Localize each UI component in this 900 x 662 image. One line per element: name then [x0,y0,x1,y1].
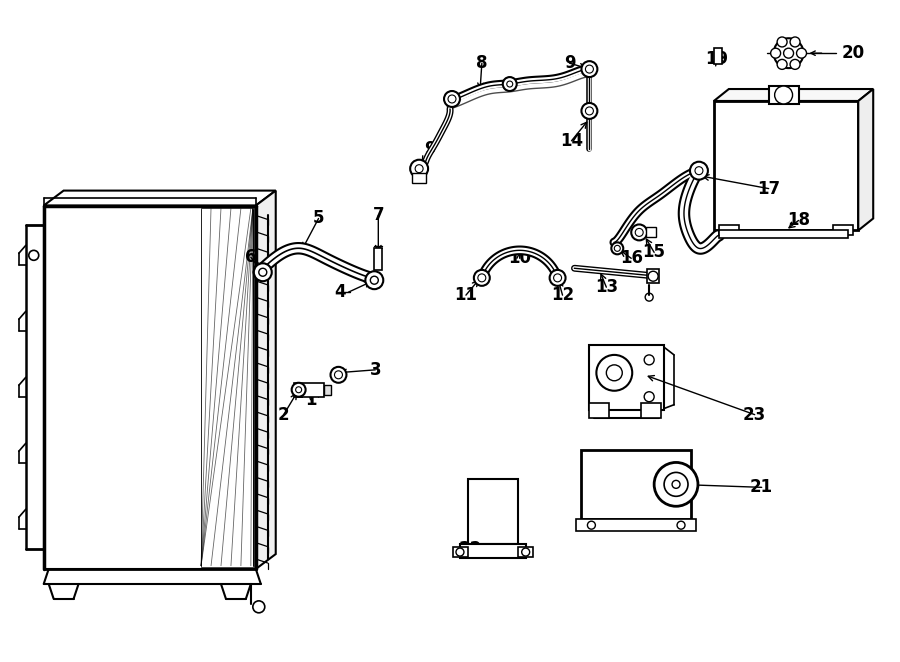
Text: 22: 22 [458,540,482,558]
Text: 19: 19 [706,50,728,68]
Circle shape [611,242,624,254]
Bar [577,519,696,531]
Circle shape [770,48,780,58]
Text: 8: 8 [476,54,488,72]
Circle shape [292,383,306,397]
Circle shape [410,160,428,177]
Text: 9: 9 [424,140,436,158]
Bar [468,479,518,544]
Text: 20: 20 [842,44,865,62]
Bar [293,383,323,397]
Polygon shape [44,191,275,205]
Circle shape [631,224,647,240]
Text: 1: 1 [305,391,316,408]
Bar [833,226,853,236]
Text: 6: 6 [245,248,256,266]
Bar [201,207,254,567]
Circle shape [365,271,383,289]
Circle shape [335,371,343,379]
Circle shape [296,387,302,393]
Text: 11: 11 [454,286,477,304]
Circle shape [581,61,598,77]
Text: 3: 3 [370,361,381,379]
Circle shape [654,463,698,506]
Circle shape [774,38,804,68]
Polygon shape [859,89,873,230]
Bar [647,269,659,283]
Polygon shape [714,89,873,101]
Circle shape [607,365,622,381]
Circle shape [550,270,565,286]
Text: 12: 12 [551,286,574,304]
Polygon shape [256,191,275,569]
Circle shape [581,103,598,119]
Bar [590,402,609,418]
Circle shape [796,48,806,58]
Bar [412,173,426,183]
Text: 13: 13 [595,278,618,296]
Text: 2: 2 [278,406,290,424]
Circle shape [254,263,272,281]
Circle shape [777,37,788,47]
Bar [641,402,662,418]
Circle shape [503,77,517,91]
Bar [719,226,739,236]
Text: 15: 15 [643,244,666,261]
Circle shape [790,60,800,70]
Bar [374,248,382,270]
Text: 10: 10 [508,250,531,267]
Text: 17: 17 [757,179,780,197]
Bar [453,547,468,557]
Bar [323,385,331,395]
Circle shape [597,355,632,391]
Bar [581,449,691,519]
Bar [719,230,849,238]
Text: 18: 18 [787,211,810,230]
Circle shape [474,270,490,286]
Text: 9: 9 [563,54,575,72]
Bar [518,547,533,557]
Circle shape [777,60,788,70]
Text: 5: 5 [313,209,324,228]
Circle shape [444,91,460,107]
Bar [714,48,722,64]
Circle shape [370,276,378,284]
Text: 16: 16 [620,250,643,267]
Bar [44,205,256,569]
Text: 23: 23 [743,406,766,424]
Circle shape [790,37,800,47]
Text: 14: 14 [560,132,583,150]
Circle shape [784,48,794,58]
Bar [714,101,859,230]
Text: 7: 7 [373,207,384,224]
Text: 4: 4 [335,283,346,301]
Text: 21: 21 [750,479,773,496]
Circle shape [664,473,688,496]
Bar [769,86,798,104]
Circle shape [690,162,708,179]
Bar [460,544,526,558]
Bar [590,345,664,410]
Circle shape [775,86,793,104]
Circle shape [259,268,266,276]
Circle shape [672,481,680,489]
Bar [646,228,656,238]
Circle shape [330,367,346,383]
